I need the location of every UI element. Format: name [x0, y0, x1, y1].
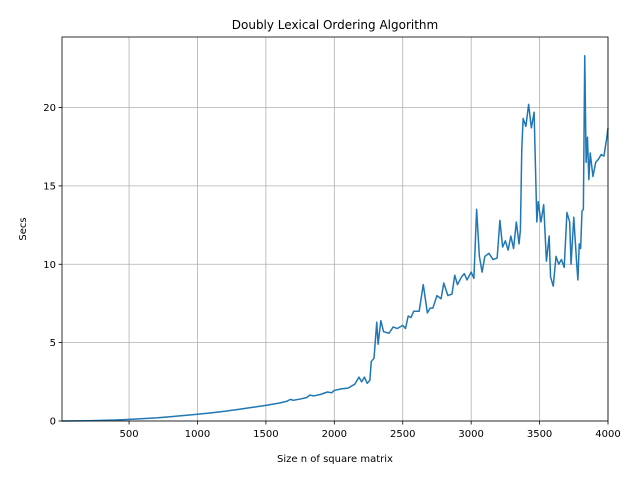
x-tick-label: 4000: [595, 429, 620, 440]
chart-title: Doubly Lexical Ordering Algorithm: [232, 18, 438, 32]
x-axis-label: Size n of square matrix: [277, 454, 393, 465]
x-tick-label: 2500: [390, 429, 415, 440]
y-tick-label: 10: [43, 260, 56, 271]
x-tick-label: 500: [120, 429, 139, 440]
plot-frame: [61, 36, 609, 422]
y-axis-label: Secs: [18, 217, 29, 240]
y-tick-label: 0: [50, 417, 56, 428]
y-tick-label: 5: [50, 338, 56, 349]
x-tick-label: 1500: [253, 429, 278, 440]
y-tick-label: 15: [43, 181, 56, 192]
data-line: [61, 55, 609, 422]
x-tick-label: 3000: [458, 429, 483, 440]
y-tick-label: 20: [43, 103, 56, 114]
x-tick-label: 1000: [185, 429, 210, 440]
x-tick-label: 2000: [322, 429, 347, 440]
x-tick-label: 3500: [527, 429, 552, 440]
